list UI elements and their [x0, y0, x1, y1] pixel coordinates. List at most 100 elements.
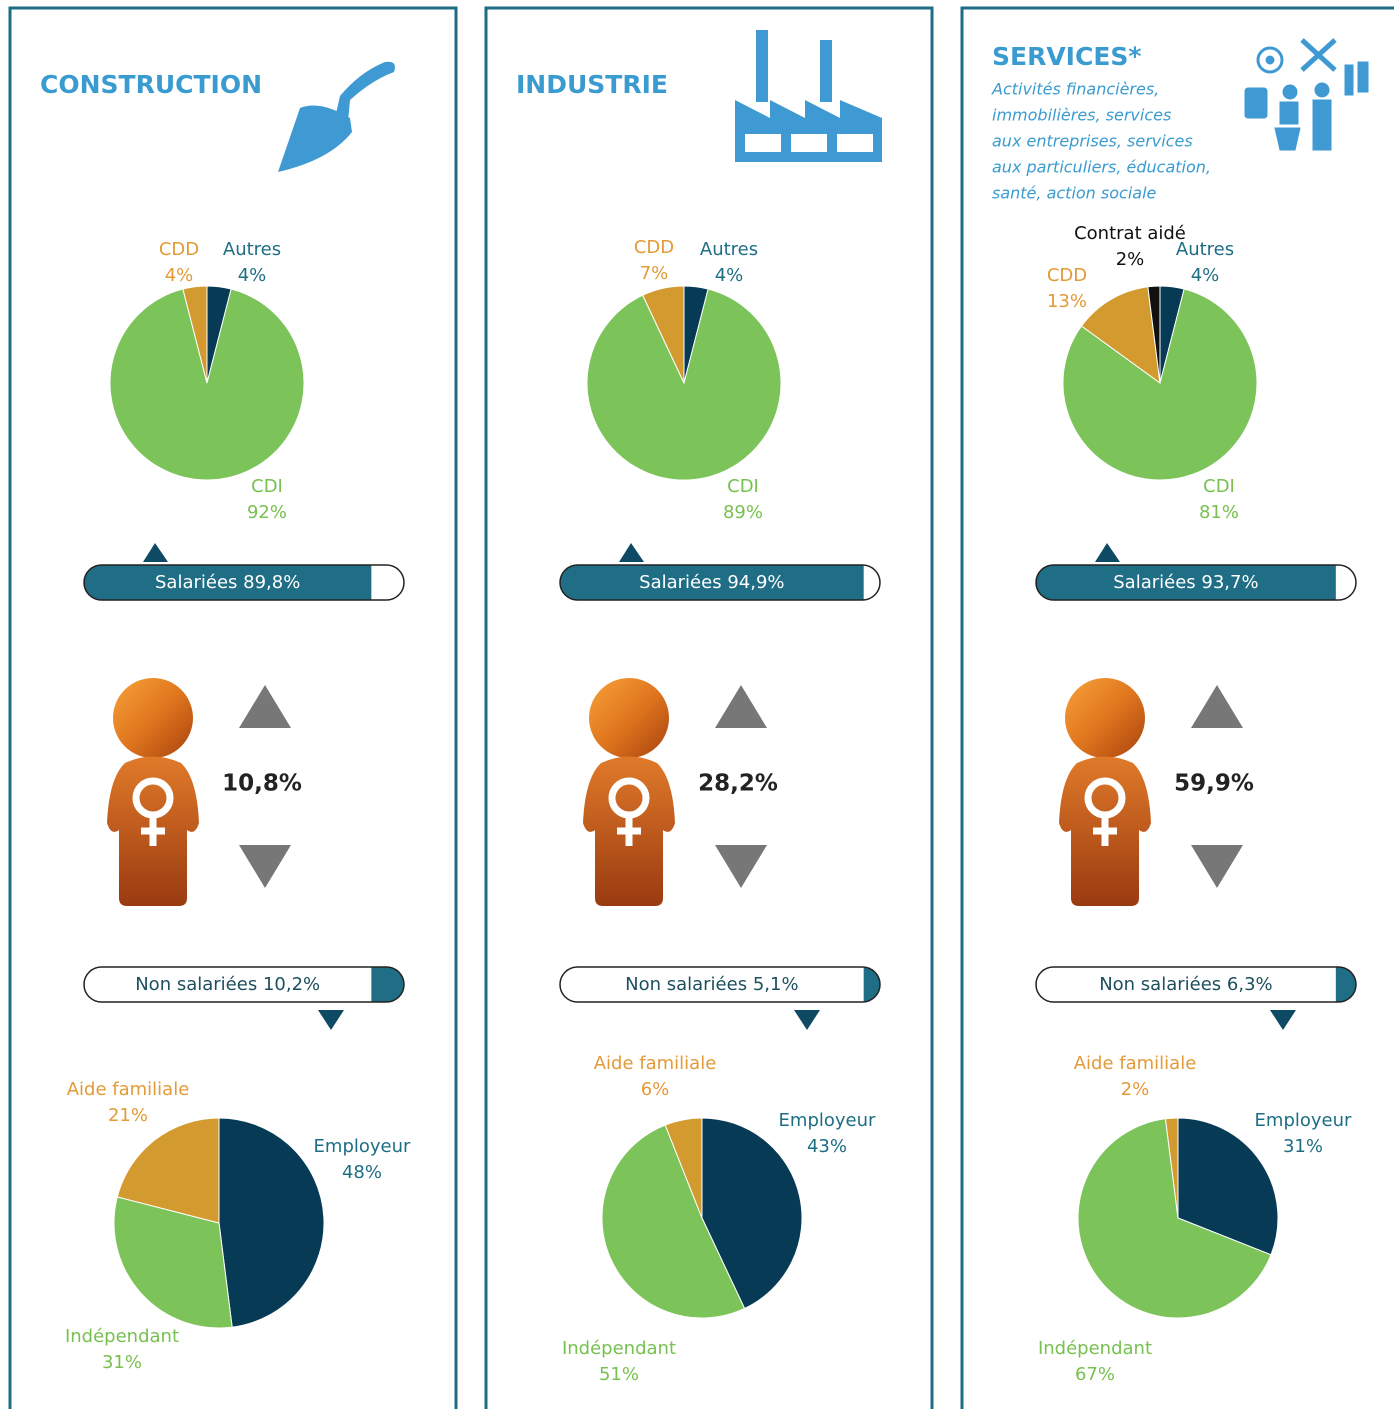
bar-label-name: Salariées: [155, 572, 237, 593]
salaried-bar: [560, 565, 864, 600]
bar-label: Salariées 94,9%: [639, 572, 784, 593]
slice-value-label: 13%: [1047, 291, 1087, 312]
bar-label: Non salariées 6,3%: [1099, 974, 1272, 995]
pie-slice: [1164, 1117, 1179, 1219]
salaried-bar-outline: [1035, 564, 1357, 601]
bar-label-value: 94,9%: [727, 572, 784, 593]
pie-slice: [1147, 285, 1161, 384]
arrow-down-small: [1270, 1010, 1296, 1030]
arrow-up-small: [619, 543, 644, 562]
slice-label: CDD: [159, 239, 199, 260]
bar-label: Salariées 89,8%: [155, 572, 300, 593]
non-salaried-bar: [863, 967, 880, 1002]
women-share: 59,9%: [1174, 771, 1254, 797]
pie-slice: [586, 288, 782, 481]
bar-label-value: 89,8%: [243, 572, 300, 593]
arrow-up: [1191, 685, 1243, 728]
slice-value-label: 31%: [1283, 1136, 1323, 1157]
panel-title: SERVICES*: [992, 42, 1142, 71]
slice-value-label: 6%: [641, 1079, 670, 1100]
woman-figure: [107, 678, 199, 906]
panel-title: INDUSTRIE: [516, 70, 668, 99]
slice-value-label: 2%: [1121, 1079, 1150, 1100]
trowel-icon: [278, 61, 395, 172]
slice-value-label: 67%: [1075, 1364, 1115, 1385]
bar-label-value: 93,7%: [1201, 572, 1258, 593]
panel-title: CONSTRUCTION: [40, 70, 262, 99]
slice-label: Employeur: [314, 1136, 411, 1157]
slice-label: Autres: [700, 239, 758, 260]
bar-label-name: Salariées: [1113, 572, 1195, 593]
arrow-down: [1191, 845, 1243, 888]
bar-label: Salariées 93,7%: [1113, 572, 1258, 593]
arrow-down: [715, 845, 767, 888]
factory-icon: [735, 30, 882, 162]
women-share: 10,8%: [222, 771, 302, 797]
slice-value-label: 7%: [640, 263, 669, 284]
pie-slice: [218, 1117, 325, 1328]
woman-figure: [1059, 678, 1151, 906]
pie-slice: [601, 1124, 746, 1319]
bar-label-name: Non salariées: [625, 974, 747, 995]
pie-slice: [1062, 288, 1258, 481]
arrow-down-small: [794, 1010, 820, 1030]
slice-label: CDI: [251, 476, 283, 497]
slice-label: Indépendant: [65, 1326, 179, 1347]
panel-subtitle: aux particuliers, éducation,: [992, 158, 1211, 177]
non-salaried-bar: [1335, 967, 1356, 1002]
slice-value-label: 81%: [1199, 502, 1239, 523]
slice-label: Autres: [223, 239, 281, 260]
slice-label: Indépendant: [1038, 1338, 1152, 1359]
slice-value-label: 92%: [247, 502, 287, 523]
slice-value-label: 4%: [165, 265, 194, 286]
slice-label: CDI: [727, 476, 759, 497]
pie-slice: [116, 1117, 220, 1224]
pie-slice: [1080, 286, 1161, 385]
pie-slice: [642, 285, 685, 384]
non-salaried-bar-outline: [559, 966, 881, 1003]
non-salaried-bar-outline: [83, 966, 405, 1003]
slice-label: Aide familiale: [594, 1053, 717, 1074]
slice-label: Aide familiale: [1074, 1053, 1197, 1074]
arrow-up: [239, 685, 291, 728]
pie-slice: [113, 1196, 233, 1329]
bar-label-value: 5,1%: [753, 974, 799, 995]
slice-label: CDD: [1047, 265, 1087, 286]
slice-label: Autres: [1176, 239, 1234, 260]
slice-value-label: 31%: [102, 1352, 142, 1373]
panel-subtitle: immobilières, services: [992, 106, 1171, 125]
salaried-bar: [1036, 565, 1336, 600]
slice-value-label: 89%: [723, 502, 763, 523]
woman-figure: [583, 678, 675, 906]
pie-slice: [182, 285, 208, 384]
non-salaried-bar-bg: [84, 967, 404, 1002]
arrow-down-small: [318, 1010, 344, 1030]
women-share: 28,2%: [698, 771, 778, 797]
bar-label: Non salariées 5,1%: [625, 974, 798, 995]
slice-label: Employeur: [1255, 1110, 1352, 1131]
slice-value-label: 21%: [108, 1105, 148, 1126]
bar-label-value: 10,2%: [263, 974, 320, 995]
bar-label: Non salariées 10,2%: [135, 974, 320, 995]
panel-subtitle: santé, action sociale: [992, 184, 1157, 203]
arrow-up: [715, 685, 767, 728]
slice-label: Employeur: [779, 1110, 876, 1131]
slice-value-label: 4%: [1191, 265, 1220, 286]
bar-label-name: Salariées: [639, 572, 721, 593]
slice-label: Aide familiale: [67, 1079, 190, 1100]
pie-slice: [1077, 1118, 1272, 1319]
panel-subtitle: aux entreprises, services: [992, 132, 1193, 151]
slice-value-label: 4%: [238, 265, 267, 286]
bar-label-name: Non salariées: [1099, 974, 1221, 995]
pie-slice: [664, 1117, 703, 1219]
panel-borders: [8, 6, 1394, 1409]
non-salaried-bar-outline: [1035, 966, 1357, 1003]
slice-label: CDI: [1203, 476, 1235, 497]
bar-label-name: Non salariées: [135, 974, 257, 995]
pie-slice: [701, 1117, 803, 1310]
slice-value-label: 51%: [599, 1364, 639, 1385]
slice-label: Contrat aidé: [1074, 223, 1186, 244]
services-icon: [1244, 38, 1369, 151]
bar-label-value: 6,3%: [1227, 974, 1273, 995]
slice-value-label: 48%: [342, 1162, 382, 1183]
